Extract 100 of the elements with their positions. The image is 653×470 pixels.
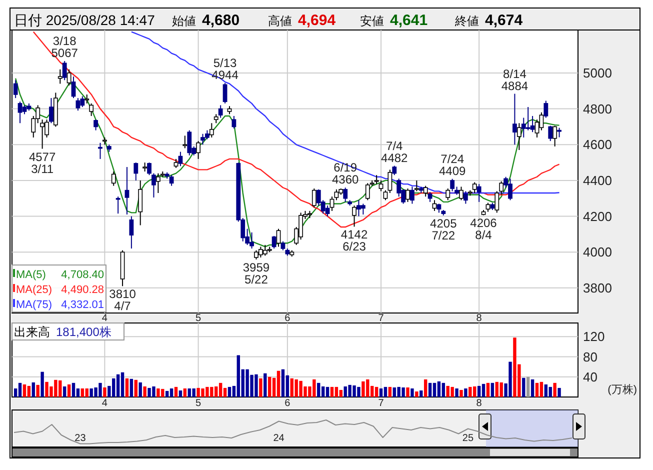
bar [450,386,454,397]
bar [544,384,548,397]
bar [27,386,31,397]
x-tick-label: 5 [196,398,202,409]
bar [334,386,338,397]
candlestick [365,182,370,201]
bar [276,370,280,397]
annotation: 4,490.28 [61,284,104,296]
bar [362,381,365,397]
candlestick [124,166,130,215]
bar [138,382,142,397]
bar [85,388,88,397]
candlestick [218,104,223,118]
bar [500,382,503,397]
bar [455,388,458,397]
bar [468,386,472,397]
bar [103,387,106,397]
candlestick [129,216,134,250]
text: 4,680 [202,12,240,29]
candlestick [472,182,477,194]
text: 4,694 [298,12,336,29]
bar [326,386,330,397]
bar [183,388,187,397]
bar [170,388,174,397]
annotation: 3/18 5067 [51,34,78,60]
bar [18,382,22,397]
bar [156,388,160,397]
y-tick-label: 80 [583,349,598,364]
x-tick-label: 24 [273,433,285,444]
y-tick-label: 4000 [583,244,612,260]
annotation: 5/13 4944 [212,56,239,82]
candlestick [276,228,281,248]
candlestick [383,190,388,201]
x-tick-label: 6 [284,313,291,324]
candlestick [539,112,544,131]
text: 安値 [360,14,384,28]
y-tick-label: 40 [583,369,598,384]
y-tick-label: 4800 [583,101,612,116]
bar [526,376,530,397]
legend-label: MA(5) [16,269,46,281]
y-axis-title: (万株) [608,383,637,396]
candlestick [62,60,67,81]
candlestick [169,174,174,186]
bar [32,382,35,397]
candlestick [406,188,410,202]
candlestick [388,169,392,194]
candlestick [557,127,562,138]
bar [535,382,539,397]
bar [72,382,76,397]
candlestick [428,192,432,202]
candlestick [178,151,183,167]
candlestick [544,100,548,118]
candlestick [352,205,356,228]
chart-title: 日付 2025/08/28 14:47 [14,12,156,28]
x-tick-label: 7 [378,313,384,324]
bar [120,372,124,397]
annotation: 3959 5/22 [242,260,270,286]
bar [482,384,486,397]
bar [558,388,561,397]
bar [264,373,267,397]
y-tick-label: 5000 [583,66,612,81]
bar [67,384,71,397]
bar [130,378,134,397]
candlestick [392,165,397,176]
bar [486,382,490,397]
candlestick [526,106,530,131]
bar [406,387,410,397]
candlestick [343,187,348,202]
bar [379,388,383,397]
bar [388,386,392,397]
x-tick-label: 4 [102,313,108,324]
bar [477,386,481,397]
text: 始値 [172,14,196,28]
bar [192,388,196,397]
annotation: 8/14 4884 [501,66,528,93]
bar [218,382,222,397]
bar [442,382,446,397]
bar [420,390,423,397]
candlestick [272,235,276,250]
x-tick-label: 23 [74,433,86,444]
candlestick [512,93,517,146]
bar [553,382,556,397]
candlestick [196,140,200,160]
text: 4,674 [485,12,524,29]
bar [80,388,84,397]
bar [374,386,378,397]
y-tick-label: 4200 [583,208,612,224]
annotation: 4206 8/4 [470,216,498,242]
chart-subtitle: 181,400株 [56,325,112,339]
annotation: 7/4 4482 [381,138,408,165]
annotation: 4,708.40 [61,269,104,281]
bar [143,386,146,397]
x-tick-label: 8 [476,398,482,409]
bar [165,390,169,397]
annotation: 4142 6/23 [340,228,368,254]
candlestick [410,186,414,204]
x-tick-label: 8 [476,313,482,324]
x-tick-label: 6 [284,398,291,409]
candlestick [232,115,236,130]
annotation: 6/19 4360 [332,160,360,187]
